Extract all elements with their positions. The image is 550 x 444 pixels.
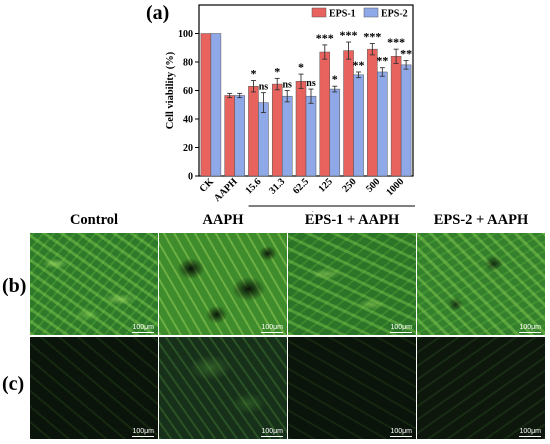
significance-label: ***	[316, 31, 334, 45]
significance-label: *	[332, 72, 338, 86]
col-label-eps2-aaph: EPS-2 + AAPH	[433, 212, 529, 228]
x-tick-label: 1000	[384, 176, 406, 198]
significance-label: ns	[282, 80, 292, 91]
col-label-aaph: AAPH	[202, 212, 244, 228]
x-tick-label: AAPH	[212, 176, 240, 204]
bar-eps-1	[224, 95, 235, 177]
legend-label-eps-2: EPS-2	[381, 9, 408, 20]
bar-eps-1	[295, 80, 307, 177]
y-tick-label: 60	[183, 86, 193, 97]
scale-bar: 100μm	[519, 428, 541, 437]
legend-swatch-eps-1	[311, 7, 327, 18]
significance-label: ns	[306, 78, 316, 89]
bar-eps-1	[200, 33, 212, 177]
significance-label: ***	[340, 28, 358, 42]
x-tick-label: CK	[198, 176, 217, 195]
x-tick-label: 15.6	[243, 176, 263, 196]
significance-label: **	[376, 54, 388, 68]
significance-label: *	[250, 67, 256, 81]
bar-eps-2	[305, 95, 317, 177]
panel-a-label: (a)	[146, 2, 170, 24]
micrograph-c-aaph: 100μm	[159, 337, 287, 439]
bar-eps-1	[319, 51, 331, 177]
bar-eps-2	[329, 88, 341, 177]
panel-c-label: (c)	[2, 373, 25, 395]
legend-swatch-eps-2	[363, 7, 379, 18]
bar-eps-2	[234, 95, 245, 177]
col-label-control: Control	[69, 212, 119, 228]
significance-label: **	[400, 47, 412, 61]
bar-eps-2	[258, 102, 269, 177]
y-axis-label: Cell viability (%)	[165, 51, 176, 129]
bar-eps-2	[400, 64, 412, 177]
scale-bar: 100μm	[261, 428, 283, 437]
significance-label: ns	[259, 82, 269, 93]
bar-eps-2	[210, 33, 222, 177]
significance-label: *	[298, 60, 304, 74]
bar-eps-1	[390, 56, 402, 177]
significance-label: *	[274, 64, 280, 78]
x-tick-label: 500	[364, 176, 382, 194]
micrograph-b-aaph: 100μm	[159, 233, 287, 335]
significance-label: ***	[387, 35, 405, 49]
micrograph-c-eps2-aaph: 100μm	[417, 337, 545, 439]
significance-label: **	[353, 58, 365, 72]
scale-bar: 100μm	[519, 324, 541, 333]
bar-eps-2	[281, 95, 293, 177]
micrograph-b-eps2-aaph: 100μm	[417, 233, 545, 335]
x-tick-label: 31.3	[267, 176, 287, 196]
y-tick-label: 20	[183, 143, 193, 154]
scale-bar: 100μm	[132, 428, 154, 437]
panel-b-label: (b)	[2, 275, 27, 297]
x-tick-label: 62.5	[291, 176, 311, 196]
y-tick-label: 0	[188, 172, 193, 183]
scale-bar: 100μm	[390, 324, 412, 333]
bar-eps-1	[367, 48, 378, 177]
bar-eps-1	[271, 83, 283, 177]
bar-eps-2	[377, 71, 388, 177]
bar-eps-2	[353, 74, 364, 177]
micrograph-c-eps1-aaph: 100μm	[288, 337, 416, 439]
micrograph-b-eps1-aaph: 100μm	[288, 233, 416, 335]
micrograph-b-control: 100μm	[30, 233, 158, 335]
y-tick-label: 100	[178, 29, 193, 40]
bar-eps-1	[248, 85, 259, 177]
x-tick-label: 125	[317, 176, 335, 194]
scale-bar: 100μm	[261, 324, 283, 333]
legend-label-eps-1: EPS-1	[329, 9, 356, 20]
significance-label: ***	[363, 29, 381, 43]
y-tick-label: 40	[183, 115, 193, 126]
scale-bar: 100μm	[390, 428, 412, 437]
x-tick-label: 250	[340, 176, 358, 194]
y-tick-label: 80	[183, 58, 193, 69]
col-label-eps1-aaph: EPS-1 + AAPH	[304, 212, 400, 228]
micrograph-c-control: 100μm	[30, 337, 158, 439]
scale-bar: 100μm	[132, 324, 154, 333]
x-axis-label: Concentration (μg/mL) + AAPH	[260, 211, 405, 212]
